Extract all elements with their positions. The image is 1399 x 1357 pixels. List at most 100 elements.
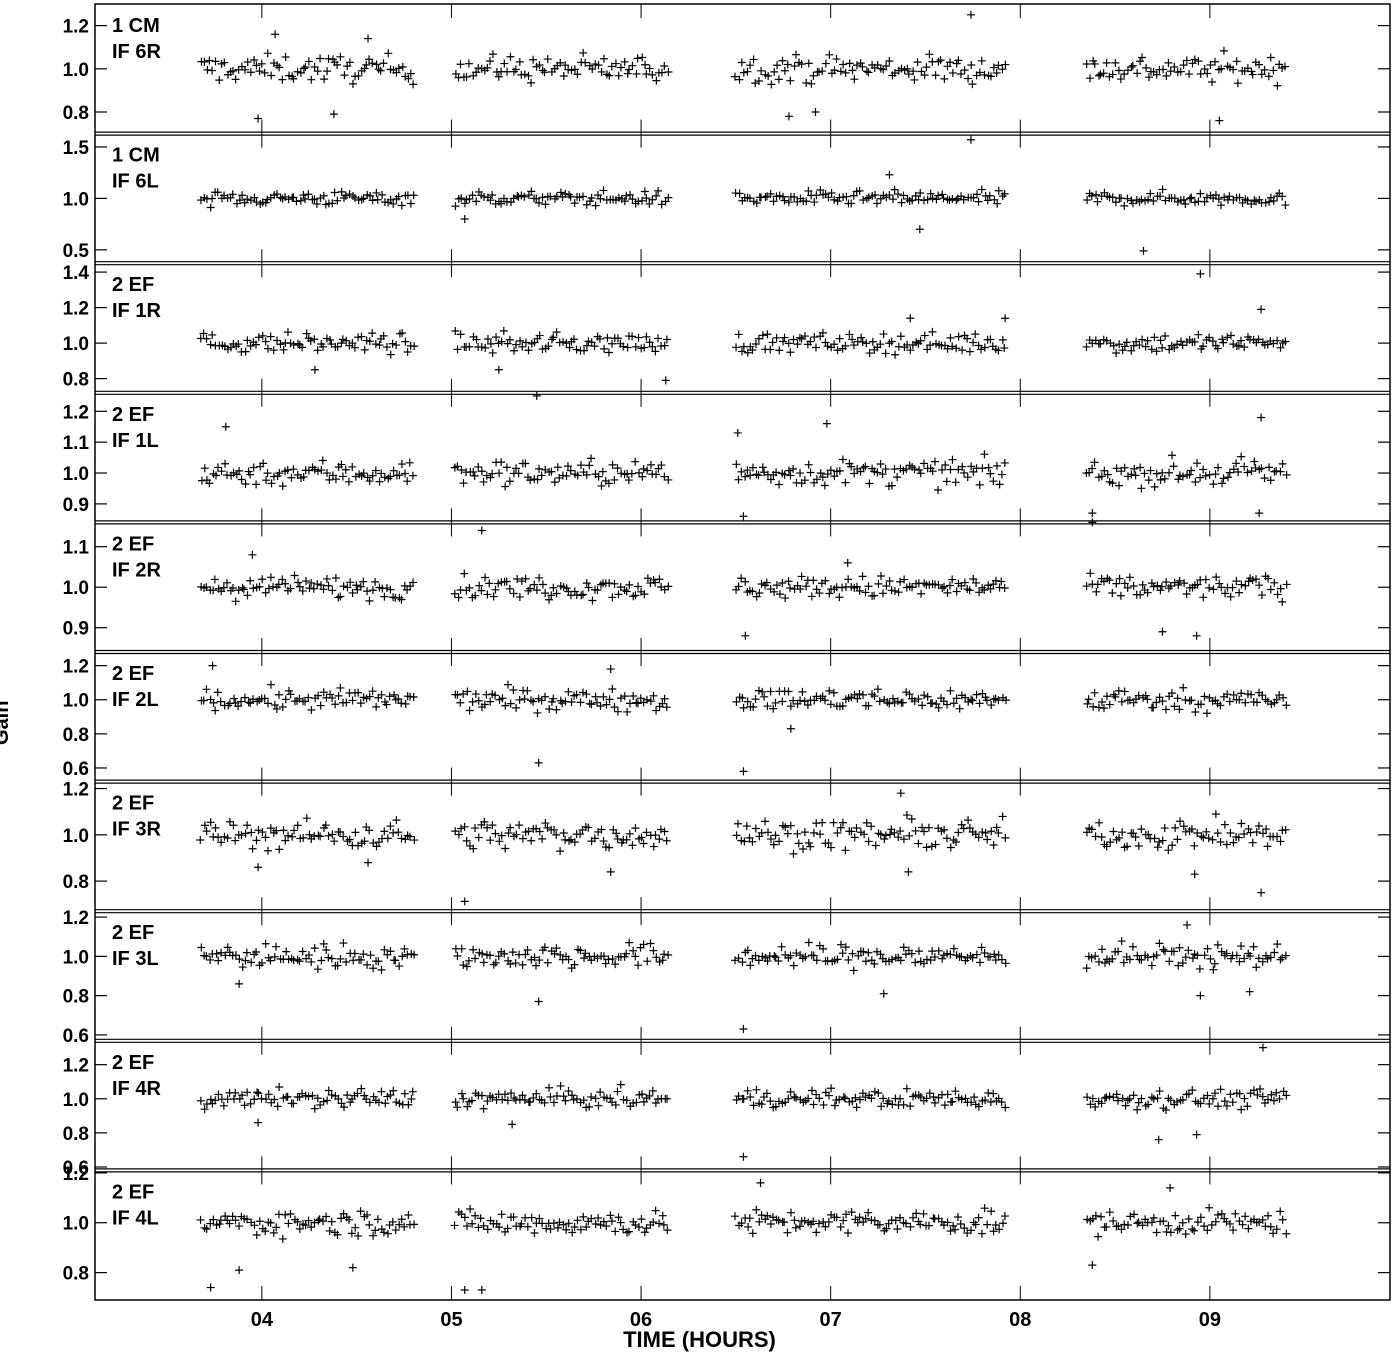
data-point (545, 704, 554, 713)
data-point (248, 550, 257, 559)
data-point (231, 951, 240, 960)
data-point (587, 454, 596, 463)
data-point (606, 1094, 615, 1103)
data-point (328, 694, 337, 703)
data-point (806, 842, 815, 851)
data-point (786, 724, 795, 733)
data-point (775, 191, 784, 200)
data-point (374, 1098, 383, 1107)
data-point (365, 477, 374, 486)
data-point (524, 827, 533, 836)
data-point (939, 697, 948, 706)
data-point (1200, 951, 1209, 960)
data-point (1134, 841, 1143, 850)
data-point (202, 952, 211, 961)
data-point (286, 1210, 295, 1218)
data-point (815, 941, 824, 950)
data-point (553, 463, 562, 472)
data-point (1102, 692, 1111, 701)
data-point (1229, 465, 1238, 474)
data-point (843, 558, 852, 567)
data-point (379, 331, 388, 340)
data-point (1144, 195, 1153, 204)
data-point (774, 956, 783, 965)
data-point (456, 698, 465, 707)
data-point (250, 1221, 259, 1230)
data-point (1243, 196, 1252, 205)
data-point (772, 333, 781, 342)
data-point (1214, 194, 1223, 203)
data-point (284, 686, 293, 695)
data-point (462, 962, 471, 971)
data-point (241, 480, 250, 489)
y-tick-label: 1.2 (63, 780, 89, 801)
data-point (365, 337, 374, 346)
data-point (1135, 197, 1144, 206)
data-point (623, 343, 632, 352)
data-point (1216, 1085, 1225, 1094)
panel-label-if: IF 3R (112, 819, 161, 841)
data-point (553, 1223, 562, 1232)
data-point (1133, 951, 1142, 960)
data-point (1196, 991, 1205, 1000)
data-point (849, 191, 858, 200)
data-point (1187, 466, 1196, 475)
data-point (608, 593, 617, 602)
data-point (986, 469, 995, 478)
data-point (266, 1218, 275, 1227)
data-point (196, 1096, 205, 1105)
data-point (508, 1120, 517, 1129)
data-point (631, 824, 640, 833)
data-point (1208, 337, 1217, 346)
data-point (254, 114, 263, 123)
data-point (1273, 590, 1282, 599)
data-point (492, 333, 501, 342)
data-point (779, 337, 788, 346)
panel-label-if: IF 6L (112, 171, 159, 193)
data-point (581, 58, 590, 67)
data-point (395, 962, 404, 971)
data-point (1082, 342, 1091, 351)
data-point (968, 696, 977, 705)
data-point (498, 694, 507, 703)
data-point (264, 699, 273, 708)
data-point (964, 74, 973, 83)
data-point (1146, 466, 1155, 475)
data-point (351, 1223, 360, 1232)
data-point (1226, 1090, 1235, 1099)
data-point (334, 593, 343, 602)
data-point (764, 72, 773, 81)
data-point (640, 343, 649, 352)
data-point (231, 597, 240, 606)
data-point (971, 330, 980, 339)
data-point (610, 579, 619, 588)
data-point (279, 345, 288, 354)
data-point (380, 473, 389, 482)
data-point (1258, 957, 1267, 966)
data-point (1247, 690, 1256, 699)
data-point (1129, 581, 1138, 590)
data-point (1244, 824, 1253, 833)
data-point (928, 467, 937, 476)
data-point (1278, 597, 1287, 606)
data-point (407, 1095, 416, 1104)
data-point (1101, 959, 1110, 968)
data-point (549, 1098, 558, 1107)
data-point (977, 56, 986, 65)
x-tick-label: 07 (820, 1309, 842, 1331)
data-point (495, 469, 504, 478)
data-point (564, 836, 573, 845)
data-point (1190, 841, 1199, 850)
data-point (597, 481, 606, 490)
data-point (510, 1094, 519, 1103)
data-point (282, 947, 291, 956)
data-point (1241, 1212, 1250, 1221)
data-point (1159, 945, 1168, 954)
data-point (1082, 60, 1091, 69)
data-point (870, 1216, 879, 1225)
data-point (918, 701, 927, 710)
data-point (887, 586, 896, 595)
data-point (821, 59, 830, 68)
data-point (1164, 58, 1173, 67)
data-point (384, 474, 393, 483)
